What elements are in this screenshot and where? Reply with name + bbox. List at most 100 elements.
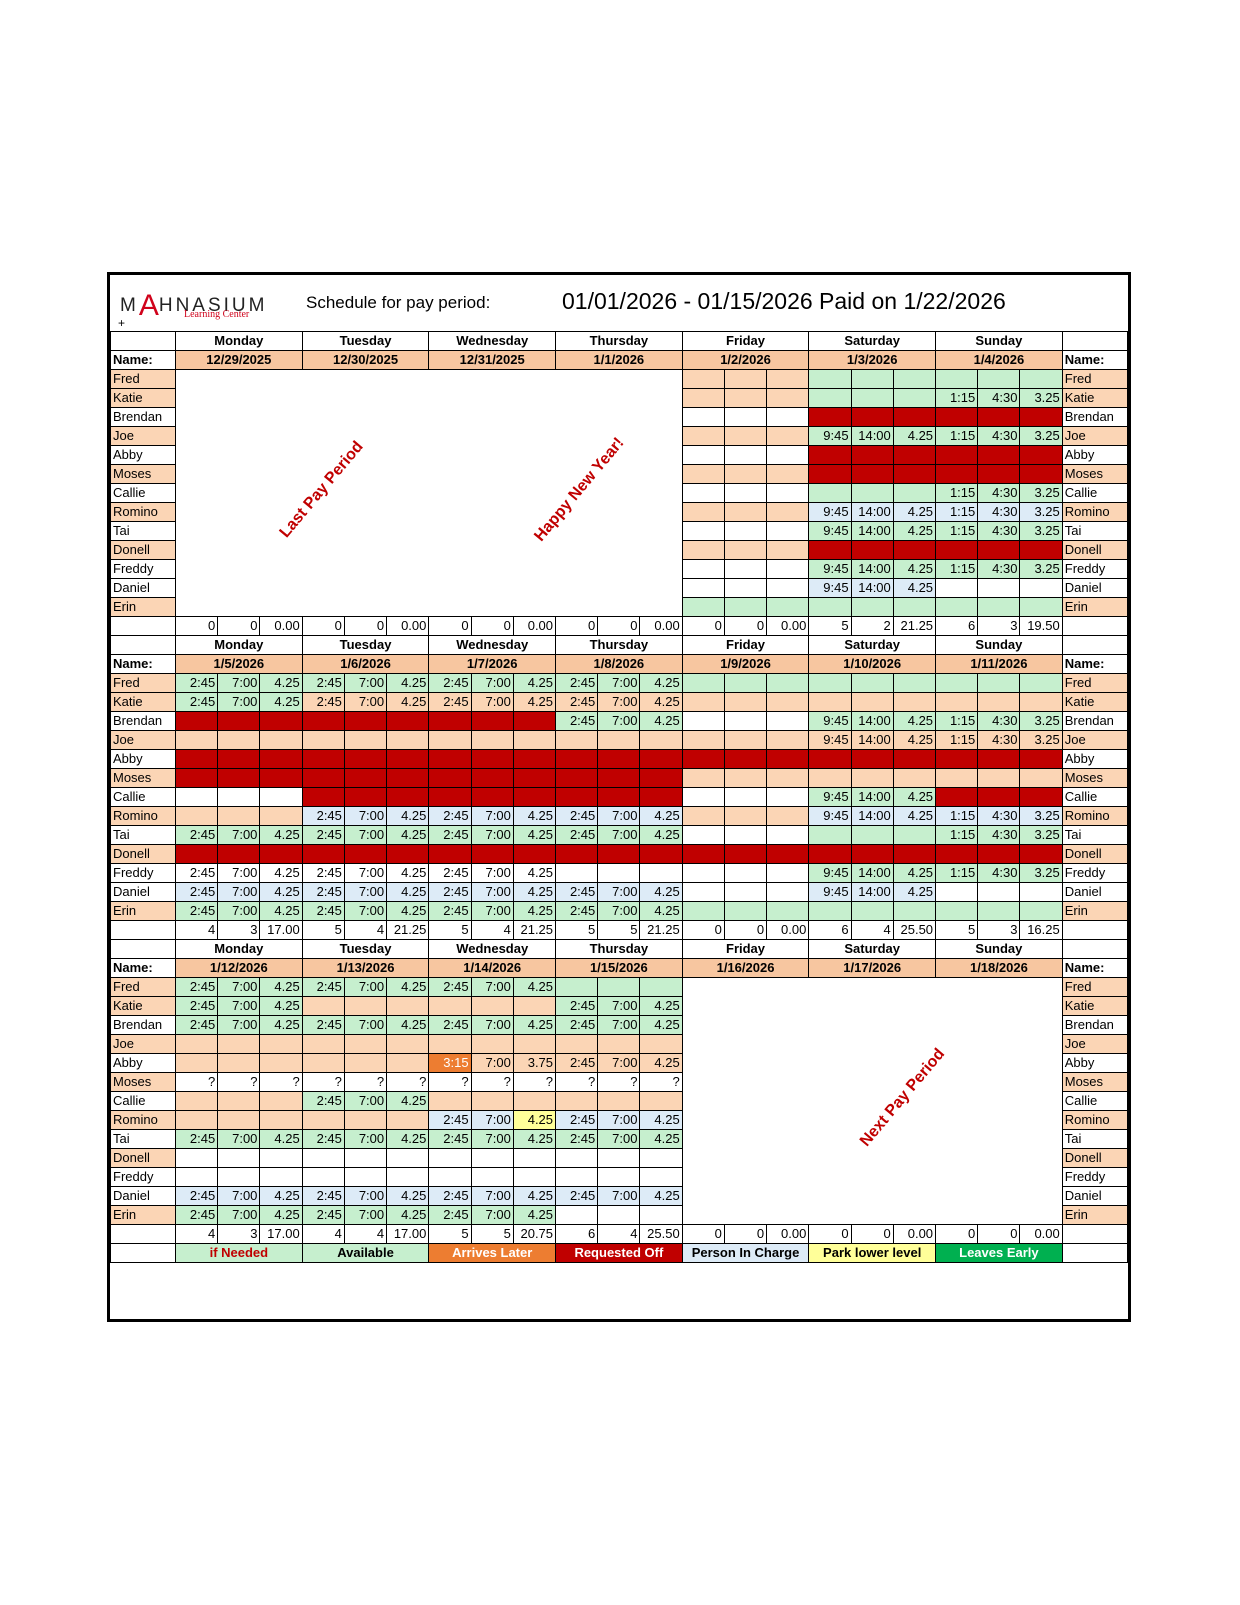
total-cell: 0 <box>935 1224 979 1244</box>
person-name: Callie <box>110 483 176 503</box>
shift-cell: 7:00 <box>470 882 514 902</box>
shift-cell: 4.25 <box>639 1186 683 1206</box>
shift-cell <box>766 673 810 693</box>
shift-cell: 2:45 <box>428 1186 472 1206</box>
shift-cell: 4.25 <box>892 806 937 826</box>
shift-cell <box>681 749 725 769</box>
shift-cell <box>681 844 725 864</box>
shift-cell <box>597 1205 641 1225</box>
shift-cell <box>301 1148 345 1168</box>
person-name: Daniel <box>110 882 176 902</box>
shift-cell <box>766 559 810 579</box>
total-cell: 5 <box>808 616 852 636</box>
shift-cell: 9:45 <box>808 578 852 598</box>
shift-cell: 4.25 <box>512 863 557 883</box>
shift-cell <box>766 711 810 731</box>
shift-cell: 4:30 <box>977 806 1021 826</box>
shift-cell: 14:00 <box>850 787 894 807</box>
shift-cell <box>723 521 768 541</box>
date-header: 1/14/2026 <box>428 958 557 978</box>
shift-cell: 4.25 <box>386 1091 430 1111</box>
shift-cell: 4.25 <box>259 996 303 1016</box>
person-name: Daniel <box>110 578 176 598</box>
shift-cell: 4:30 <box>977 711 1021 731</box>
shift-cell <box>935 768 979 788</box>
shift-cell: 2:45 <box>174 996 219 1016</box>
shift-cell <box>259 844 303 864</box>
total-cell: 0.00 <box>1019 1224 1063 1244</box>
shift-cell <box>597 863 641 883</box>
shift-cell: 2:45 <box>301 692 345 712</box>
total-cell: 0 <box>343 616 388 636</box>
shift-cell: 4.25 <box>259 1015 303 1035</box>
shift-cell: 7:00 <box>597 1186 641 1206</box>
person-name: Callie <box>1061 1091 1129 1111</box>
shift-cell <box>343 1034 388 1054</box>
shift-cell <box>428 996 472 1016</box>
shift-cell: 3.75 <box>512 1053 557 1073</box>
shift-cell <box>977 901 1021 921</box>
shift-cell: 7:00 <box>597 1129 641 1149</box>
total-cell: 5 <box>935 920 979 940</box>
total-cell: 6 <box>935 616 979 636</box>
shift-cell <box>343 730 388 750</box>
shift-cell: 1:15 <box>935 806 979 826</box>
shift-cell: 4.25 <box>639 806 683 826</box>
shift-cell <box>681 445 725 465</box>
shift-cell <box>850 844 894 864</box>
shift-cell: 4:30 <box>977 426 1021 446</box>
person-name: Erin <box>1061 901 1129 921</box>
shift-cell: 2:45 <box>301 882 345 902</box>
day-header: Monday <box>174 939 303 959</box>
total-cell: 0 <box>555 616 599 636</box>
shift-cell <box>681 901 725 921</box>
shift-cell <box>217 787 261 807</box>
person-name: Katie <box>110 996 176 1016</box>
total-cell: 0 <box>217 616 261 636</box>
person-name: Romino <box>1061 806 1129 826</box>
shift-cell <box>597 730 641 750</box>
shift-cell <box>766 502 810 522</box>
shift-cell <box>301 730 345 750</box>
person-name: Fred <box>110 977 176 997</box>
shift-cell: 7:00 <box>343 882 388 902</box>
person-name: Daniel <box>1061 1186 1129 1206</box>
total-cell: 21.25 <box>639 920 683 940</box>
schedule-row: Fred 2:45 7:00 4.25 2:45 7:00 4.25 2:45 7:00 4.25… <box>110 673 1129 693</box>
shift-cell: 14:00 <box>850 502 894 522</box>
shift-cell: 7:00 <box>597 882 641 902</box>
shift-cell: 2:45 <box>301 977 345 997</box>
shift-cell <box>892 825 937 845</box>
shift-cell: ? <box>597 1072 641 1092</box>
shift-cell: 4.25 <box>512 692 557 712</box>
shift-cell <box>597 1167 641 1187</box>
shift-cell: 4.25 <box>259 863 303 883</box>
total-cell: 4 <box>174 920 219 940</box>
schedule-row: Tai 2:45 7:00 4.25 2:45 7:00 4.25 2:45 7:00 4.25 2… <box>110 825 1129 845</box>
shift-cell: 2:45 <box>555 901 599 921</box>
person-name: Moses <box>1061 1072 1129 1092</box>
shift-cell <box>808 749 852 769</box>
shift-cell <box>555 730 599 750</box>
schedule-row: Romino 2:45 7:00 4.25 2:45 7:00 4.25 2:45 7:00 4.… <box>110 806 1129 826</box>
shift-cell <box>808 540 852 560</box>
shift-cell <box>766 407 810 427</box>
shift-cell: 2:45 <box>555 1129 599 1149</box>
shift-cell: 4.25 <box>512 825 557 845</box>
person-name: Fred <box>1061 369 1129 389</box>
shift-cell <box>428 711 472 731</box>
shift-cell <box>681 502 725 522</box>
shift-cell <box>386 1167 430 1187</box>
shift-cell <box>850 768 894 788</box>
shift-cell <box>639 863 683 883</box>
total-cell: 0 <box>723 1224 768 1244</box>
shift-cell: 4.25 <box>386 1186 430 1206</box>
blank-cell <box>1061 939 1129 959</box>
person-name: Freddy <box>110 559 176 579</box>
date-header: 1/10/2026 <box>808 654 937 674</box>
date-header: 1/18/2026 <box>935 958 1063 978</box>
shift-cell <box>470 1148 514 1168</box>
shift-cell: 7:00 <box>343 977 388 997</box>
person-name: Freddy <box>1061 1167 1129 1187</box>
shift-cell <box>681 711 725 731</box>
